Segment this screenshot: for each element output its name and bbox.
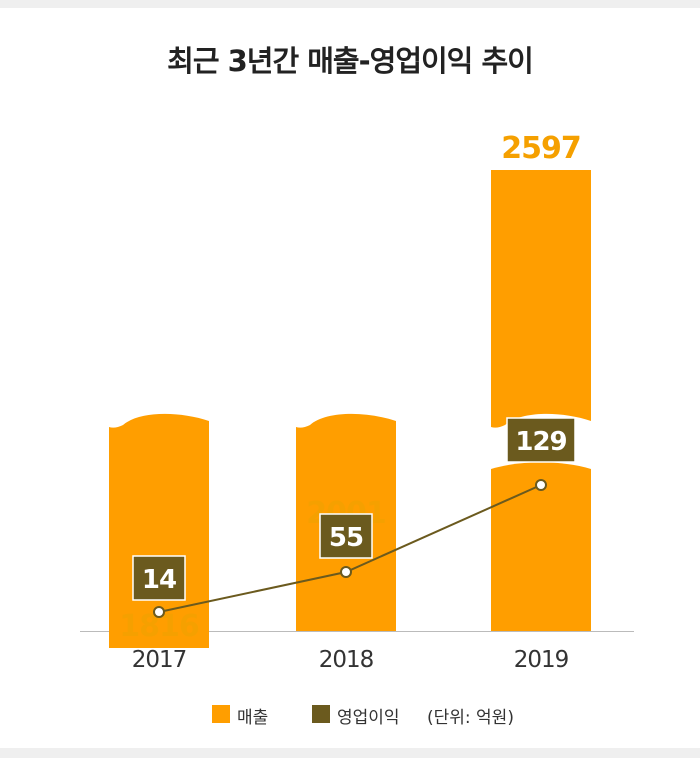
bottom-border [0, 748, 700, 758]
profit-value-bg [506, 417, 576, 463]
profit-value-bg [132, 555, 186, 601]
legend-swatch-sales [212, 705, 230, 723]
profit-point [153, 606, 165, 618]
sales-bar-upper [491, 170, 591, 428]
profit-point [340, 566, 352, 578]
legend-swatch-profit [312, 705, 330, 723]
legend: 매출 영업이익 (단위: 억원) [0, 702, 700, 728]
profit-value-label: 14 [142, 565, 176, 595]
legend-label-sales: 매출 [237, 708, 269, 728]
category-label: 2017 [132, 647, 187, 673]
profit-value-label: 129 [515, 427, 566, 457]
category-label: 2019 [514, 647, 569, 673]
profit-point [535, 479, 547, 491]
profit-value-box: 55 [319, 513, 373, 559]
legend-label-profit: 영업이익 [337, 708, 400, 728]
sales-bar-2019: 2597 2019 [491, 131, 591, 673]
chart-area: 1816201720012018259720191455129 [80, 131, 634, 673]
category-label: 2018 [319, 647, 374, 673]
profit-value-bg [319, 513, 373, 559]
sales-bar-lower [109, 462, 209, 631]
profit-value-box: 129 [506, 417, 576, 463]
chart-title: 최근 3년간 매출-영업이익 추이 [167, 44, 534, 78]
sales-bar-lower [491, 462, 591, 631]
legend-unit-note: (단위: 억원) [427, 708, 514, 728]
sales-value-label: 2597 [501, 131, 581, 166]
top-border [0, 0, 700, 8]
profit-value-box: 14 [132, 555, 186, 601]
profit-value-label: 55 [329, 523, 363, 553]
